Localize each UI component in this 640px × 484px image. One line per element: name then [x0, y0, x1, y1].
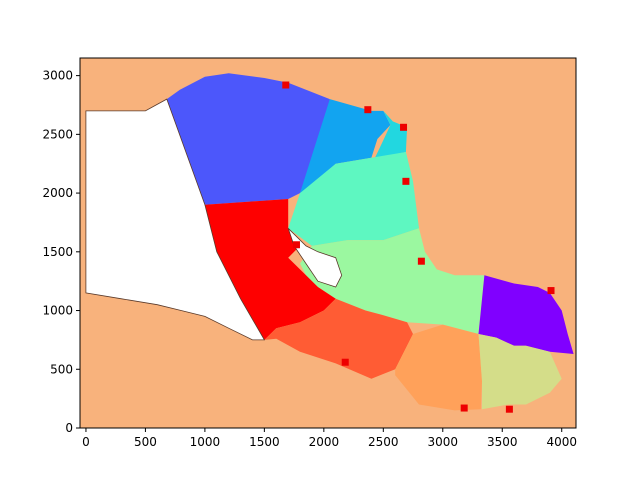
x-tick-label: 3500: [487, 435, 518, 449]
y-tick-label: 1000: [42, 304, 73, 318]
y-axis: 0 500 1000 1500 2000 2500 3000: [42, 69, 80, 435]
x-tick-label: 1500: [249, 435, 280, 449]
axes-frame: [79, 57, 577, 429]
regions-layer: [166, 73, 574, 411]
point-marker-9: [460, 404, 468, 412]
x-tick-label: 0: [82, 435, 90, 449]
region-7: [204, 199, 336, 340]
x-tick-label: 2000: [309, 435, 340, 449]
x-tick-label: 500: [134, 435, 157, 449]
plot-area: [80, 58, 576, 428]
point-marker-7: [547, 287, 555, 295]
point-marker-1: [282, 81, 290, 89]
x-tick-label: 2500: [368, 435, 399, 449]
unmapped-area-1: [85, 98, 266, 341]
point-marker-3: [400, 123, 408, 131]
point-marker-5: [292, 241, 300, 249]
y-tick-label: 1500: [42, 245, 73, 259]
point-marker-10: [505, 405, 513, 413]
point-marker-8: [341, 358, 349, 366]
region-6: [478, 275, 574, 354]
x-tick-label: 1000: [190, 435, 221, 449]
y-tick-label: 2500: [42, 127, 73, 141]
y-tick-label: 500: [50, 362, 73, 376]
unmapped-areas-layer: [85, 98, 343, 341]
point-marker-4: [402, 177, 410, 185]
region-5: [300, 228, 485, 334]
x-tick-label: 4000: [546, 435, 577, 449]
y-tick-label: 3000: [42, 69, 73, 83]
x-axis: 0 500 1000 1500 2000 2500 3000 3500 4000: [82, 428, 577, 449]
y-tick-label: 0: [65, 421, 73, 435]
x-tick-label: 3000: [428, 435, 459, 449]
region-10: [478, 334, 562, 410]
region-1: [166, 73, 330, 205]
points-layer: [282, 81, 555, 413]
region-4: [288, 152, 419, 246]
point-marker-6: [417, 257, 425, 265]
unmapped-area-2: [287, 228, 343, 288]
region-9: [395, 324, 482, 411]
region-3: [375, 110, 408, 158]
region-8: [264, 298, 413, 379]
region-2: [300, 99, 391, 194]
point-marker-2: [364, 106, 372, 114]
y-tick-label: 2000: [42, 186, 73, 200]
